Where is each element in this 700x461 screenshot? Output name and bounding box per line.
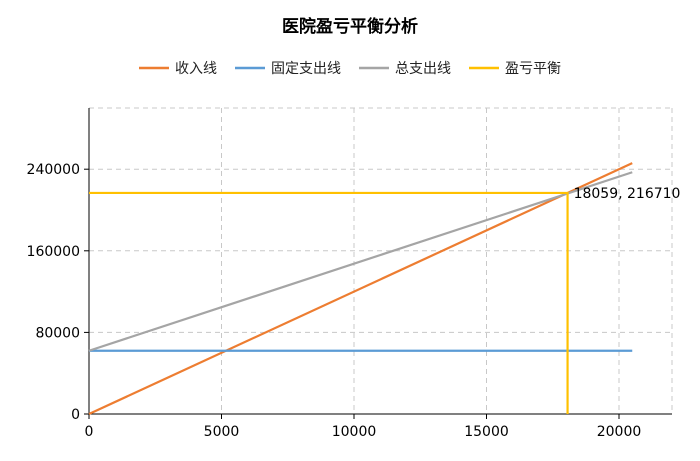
x-tick-label: 20000 xyxy=(597,424,642,440)
x-tick-label: 10000 xyxy=(332,424,377,440)
legend-label-2: 固定支出线 xyxy=(271,61,341,77)
y-tick-label: 240000 xyxy=(27,162,80,178)
series-line-1 xyxy=(88,162,633,415)
breakeven-point-label: 18059, 216710 xyxy=(574,186,681,202)
legend-label-1: 收入线 xyxy=(175,61,217,77)
annotations: 18059, 216710 xyxy=(574,186,681,202)
series-lines xyxy=(88,162,633,415)
legend-label-3: 总支出线 xyxy=(395,61,451,77)
chart-title: 医院盈亏平衡分析 xyxy=(282,16,418,37)
y-tick-label: 160000 xyxy=(27,244,80,260)
x-tick-label: 15000 xyxy=(464,424,509,440)
y-tick-label: 0 xyxy=(71,407,80,423)
series-line-4 xyxy=(89,191,569,414)
grid-lines xyxy=(89,107,673,414)
y-tick-label: 80000 xyxy=(35,325,80,341)
legend-label-4: 盈亏平衡 xyxy=(505,61,561,77)
x-tick-label: 5000 xyxy=(204,424,240,440)
chart-axes: 0 5000 10000 15000 20000 0 80000 160000 240000 xyxy=(27,108,672,440)
series-line-3 xyxy=(88,171,633,352)
chart-legend: 收入线 固定支出线 总支出线 盈亏平衡 xyxy=(139,61,561,77)
x-tick-label: 0 xyxy=(85,424,94,440)
